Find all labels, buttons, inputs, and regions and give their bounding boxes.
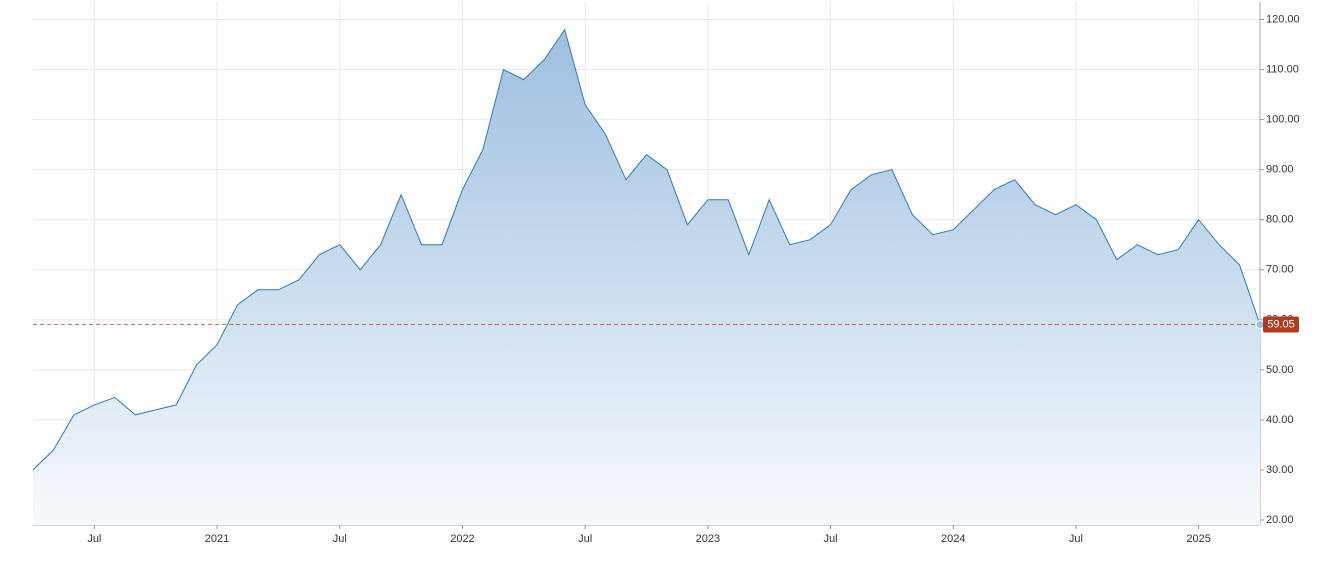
price-line [32, 28, 1261, 471]
y-tick-label: 40.00 [1266, 414, 1294, 426]
x-tick-label: Jul [824, 533, 838, 545]
y-tick-label: 80.00 [1266, 214, 1294, 226]
y-tick-label: 70.00 [1266, 264, 1294, 276]
y-tick-label: 50.00 [1266, 364, 1294, 376]
x-tick-label: 2021 [205, 533, 229, 545]
last-value-label: 59.05 [1267, 318, 1295, 330]
x-tick-label: 2024 [941, 533, 965, 545]
x-tick-label: Jul [1069, 533, 1083, 545]
last-value-badge [1263, 316, 1299, 333]
area-fill [33, 29, 1260, 525]
y-tick-label: 20.00 [1266, 514, 1294, 526]
y-tick-label: 30.00 [1266, 464, 1294, 476]
x-tick-label: Jul [87, 533, 101, 545]
y-tick-label: 110.00 [1266, 63, 1299, 75]
x-tick-label: Jul [333, 533, 347, 545]
x-tick-label: 2022 [450, 533, 474, 545]
x-tick-label: Jul [578, 533, 592, 545]
y-tick-label: 100.00 [1266, 114, 1300, 126]
last-point [1255, 320, 1265, 330]
x-tick-label: 2023 [696, 533, 720, 545]
x-tick-label: 2025 [1186, 533, 1210, 545]
y-tick-label: 90.00 [1266, 164, 1294, 176]
y-tick-label: 120.00 [1266, 13, 1300, 25]
